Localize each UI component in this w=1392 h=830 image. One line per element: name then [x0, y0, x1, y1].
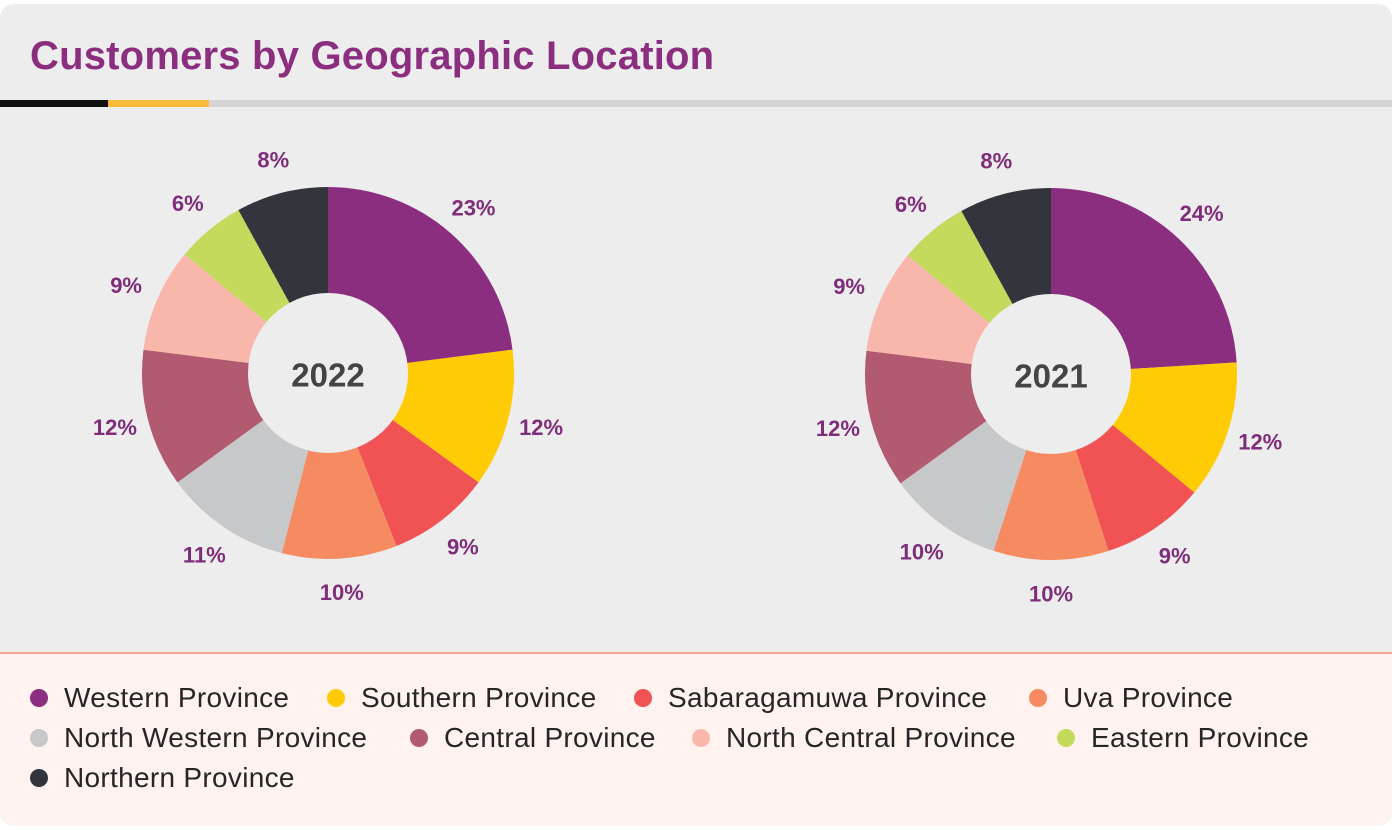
- data-label: 10%: [900, 539, 944, 564]
- donut-chart-2021: 24% 12% 9% 10% 10% 12% 9% 6% 8% 2021: [816, 148, 1282, 606]
- data-label: 10%: [320, 580, 364, 605]
- legend-item-north-central: North Central Province: [692, 722, 1016, 754]
- year-label: 2022: [291, 357, 364, 394]
- data-label: 11%: [183, 542, 226, 567]
- legend-label: Uva Province: [1063, 682, 1234, 713]
- year-label: 2021: [1014, 358, 1087, 395]
- legend-label: North Central Province: [726, 722, 1016, 753]
- data-label: 12%: [93, 415, 137, 440]
- legend-label: Central Province: [444, 722, 656, 753]
- pie-slice: [993, 374, 1109, 560]
- data-label: 12%: [1238, 429, 1282, 454]
- legend-item-northern: Northern Province: [30, 762, 295, 794]
- legend-dot: [634, 689, 652, 707]
- data-label: 9%: [833, 274, 865, 299]
- legend-label: Eastern Province: [1091, 722, 1310, 753]
- pie-slice: [281, 373, 397, 560]
- data-label: 12%: [519, 415, 563, 440]
- legend-dot: [692, 729, 710, 747]
- chart-card: Customers by Geographic Location 23% 12% 9…: [0, 4, 1392, 826]
- legend-item-eastern: Eastern Province: [1057, 722, 1309, 754]
- data-label: 9%: [447, 534, 479, 559]
- chart-title: Customers by Geographic Location: [30, 34, 715, 78]
- legend-dot: [1057, 729, 1075, 747]
- legend-item-southern: Southern Province: [327, 682, 596, 714]
- data-label: 8%: [980, 148, 1012, 173]
- data-label: 8%: [257, 147, 289, 172]
- donut-hole: [248, 293, 408, 453]
- title-rule-grey: [209, 100, 1392, 107]
- donut-chart-2022: 23% 12% 9% 10% 11% 12% 9% 6% 8% 2022: [93, 147, 563, 605]
- legend-dot: [410, 729, 428, 747]
- title-rule-black: [0, 100, 108, 107]
- data-label: 12%: [816, 416, 860, 441]
- data-label: 9%: [110, 273, 142, 298]
- data-label: 6%: [172, 191, 204, 216]
- legend-item-central: Central Province: [410, 722, 656, 754]
- legend-item-north-western: North Western Province: [30, 722, 367, 754]
- legend-item-uva: Uva Province: [1029, 682, 1233, 714]
- legend-dot: [1029, 689, 1047, 707]
- legend-dot: [30, 729, 48, 747]
- legend: Western Province Southern Province Sabar…: [0, 652, 1392, 826]
- legend-dot: [30, 769, 48, 787]
- data-label: 6%: [895, 192, 927, 217]
- data-label: 10%: [1029, 582, 1073, 607]
- donut-charts: 23% 12% 9% 10% 11% 12% 9% 6% 8% 2022 24% 12% 9% 10% 10…: [93, 147, 1282, 606]
- legend-label: Western Province: [64, 682, 290, 713]
- title-rule-gold: [108, 100, 209, 107]
- legend-item-western: Western Province: [30, 682, 289, 714]
- legend-label: Sabaragamuwa Province: [668, 682, 988, 713]
- legend-item-sabaragamuwa: Sabaragamuwa Province: [634, 682, 987, 714]
- legend-dot: [327, 689, 345, 707]
- data-label: 24%: [1180, 201, 1224, 226]
- data-label: 9%: [1159, 543, 1191, 568]
- legend-label: Southern Province: [361, 682, 597, 713]
- legend-dot: [30, 689, 48, 707]
- legend-label: Northern Province: [64, 762, 295, 793]
- legend-label: North Western Province: [64, 722, 368, 753]
- donut-hole: [971, 294, 1131, 454]
- data-label: 23%: [451, 195, 495, 220]
